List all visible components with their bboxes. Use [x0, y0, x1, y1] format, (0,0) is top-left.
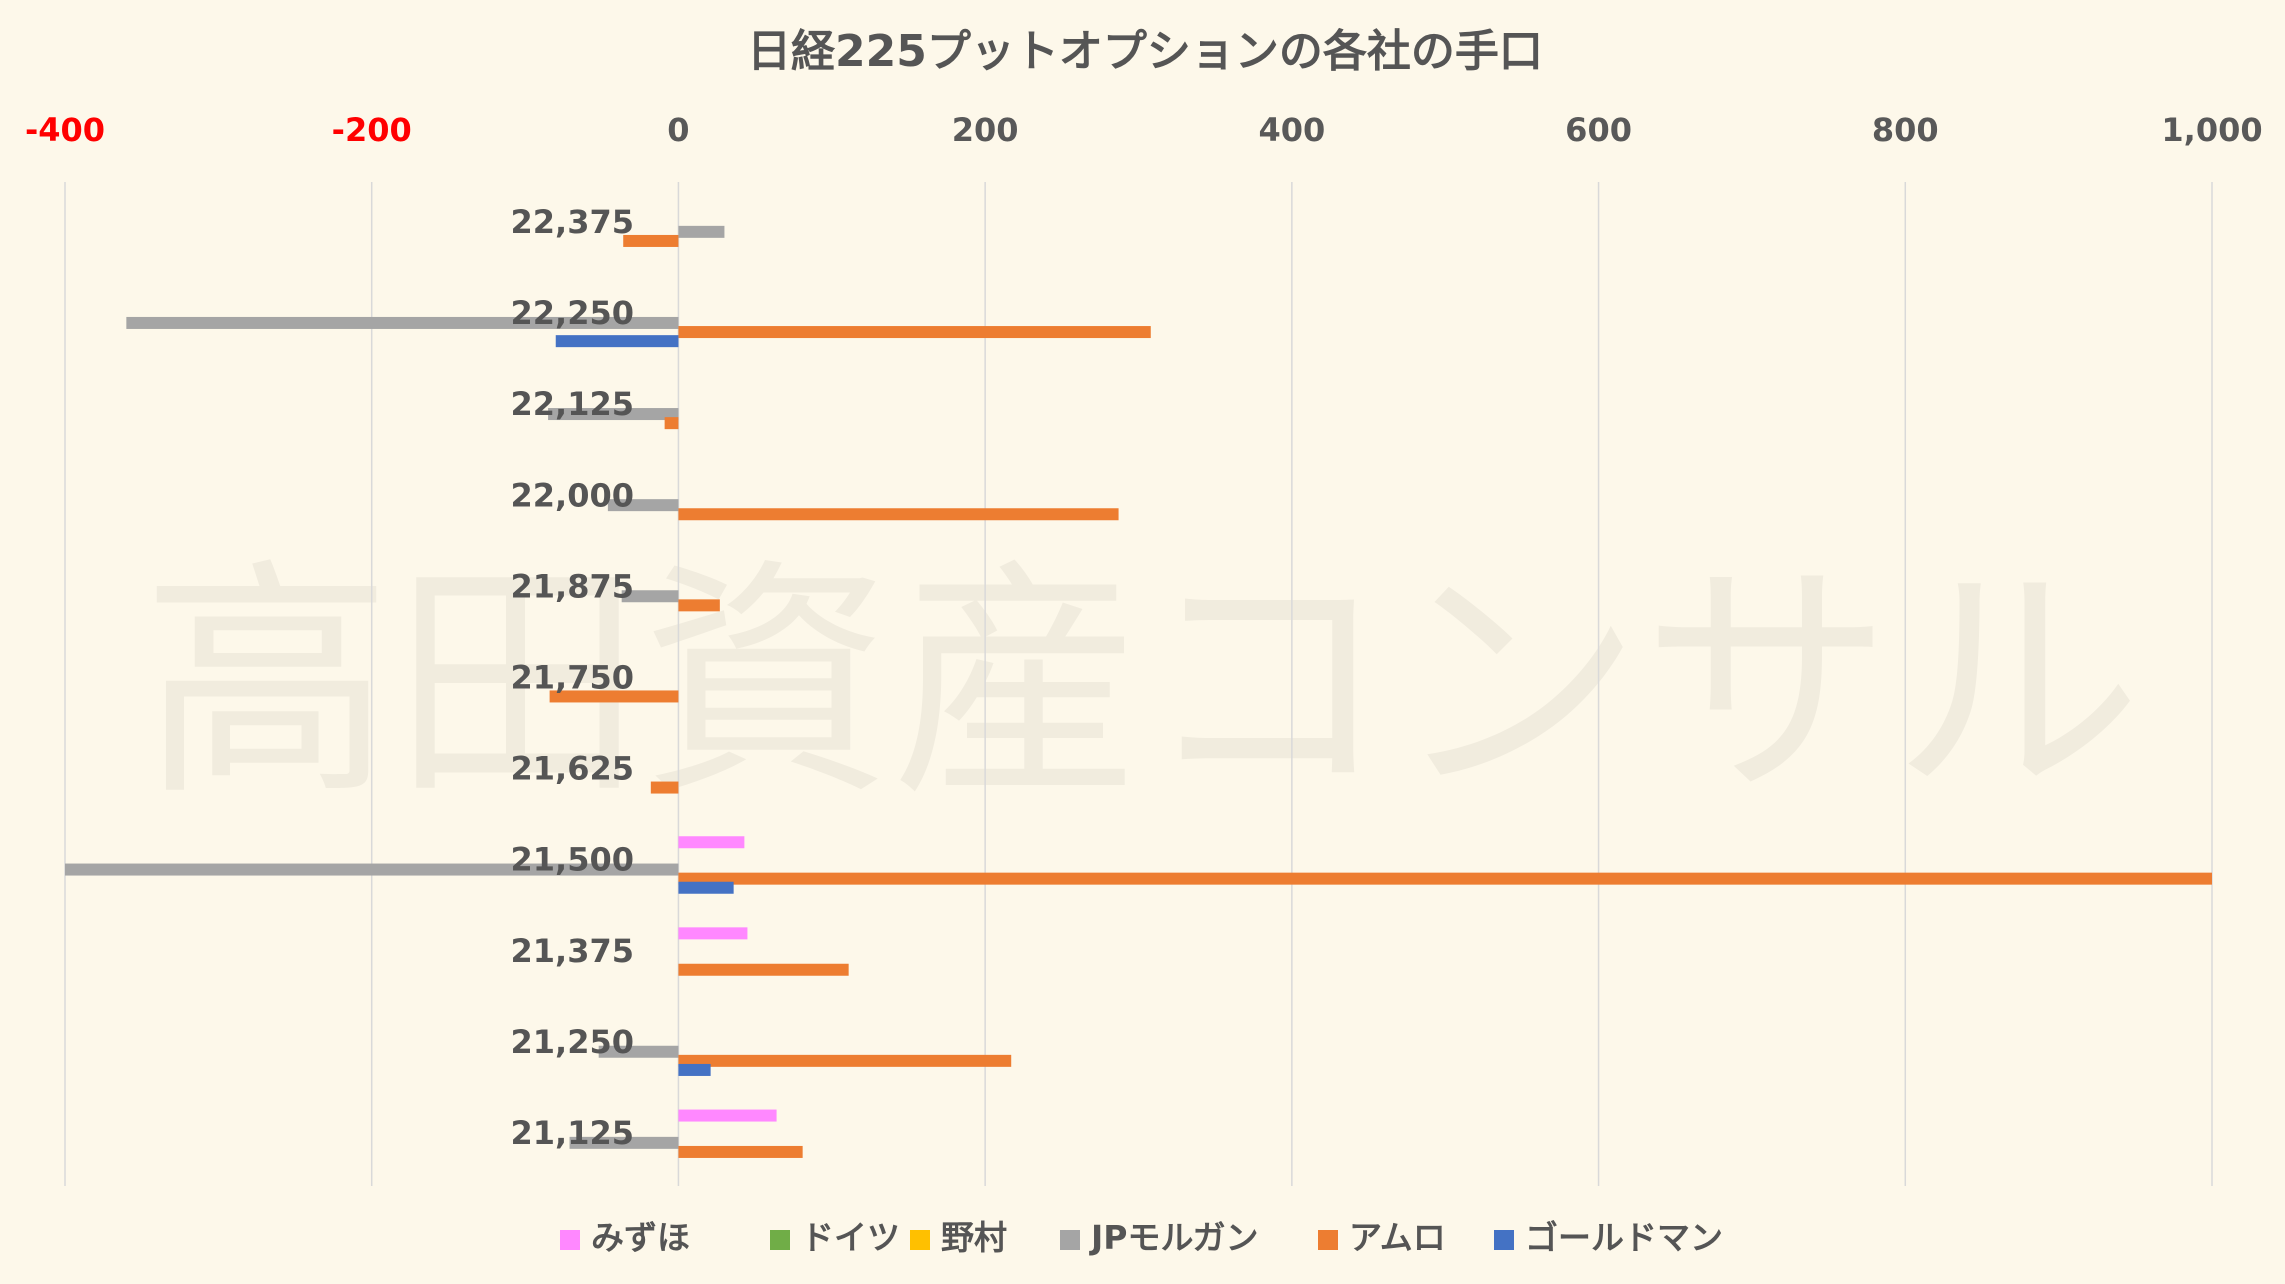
bar [623, 234, 679, 247]
bar [621, 590, 679, 603]
bar [678, 881, 734, 894]
legend-swatch [560, 1230, 580, 1250]
bar [555, 335, 679, 348]
category-label: 21,875 [511, 567, 634, 605]
bar [678, 872, 2212, 885]
bar [126, 316, 679, 329]
legend-entry: ドイツ [801, 1218, 900, 1257]
bar [664, 417, 679, 430]
bar [678, 963, 849, 976]
x-tick-label: -200 [332, 111, 412, 149]
legend-swatch [910, 1230, 930, 1250]
legend-swatch [770, 1230, 790, 1250]
bar [678, 508, 1119, 521]
bar [678, 326, 1151, 339]
bar [650, 781, 679, 794]
x-tick-label: 0 [667, 111, 689, 149]
x-tick-label: 600 [1565, 111, 1632, 149]
bar [569, 1136, 679, 1149]
bar [678, 927, 748, 940]
category-label: 22,375 [511, 203, 634, 241]
bar [598, 1045, 679, 1058]
category-labels: 22,375 22,250 22,125 22,000 21,875 21,750 21,6… [511, 203, 634, 1152]
x-axis-tick-labels: -400 -200 0 200 400 600 800 1,000 [25, 111, 2263, 149]
bar [678, 1054, 1012, 1067]
gridlines [64, 182, 2213, 1186]
bar [678, 225, 725, 238]
legend-entry: みずほ [591, 1218, 690, 1257]
bar [607, 499, 679, 512]
bar [678, 1109, 777, 1122]
x-tick-label: 400 [1258, 111, 1325, 149]
legend-swatch [1494, 1230, 1514, 1250]
bar [678, 1145, 803, 1158]
legend-swatch [1318, 1230, 1338, 1250]
legend-entry: アムロ [1349, 1218, 1446, 1257]
category-label: 22,000 [511, 476, 634, 514]
bar [678, 599, 720, 612]
category-label: 22,250 [511, 294, 634, 332]
x-tick-label: 1,000 [2161, 111, 2262, 149]
legend-entry: JPモルガン [1089, 1218, 1258, 1257]
legend-entry: ゴールドマン [1525, 1218, 1723, 1257]
bar [65, 863, 679, 876]
watermark: 高田資産コンサル [142, 538, 2142, 829]
x-tick-label: -400 [25, 111, 105, 149]
x-tick-label: 200 [952, 111, 1019, 149]
category-label: 21,500 [511, 841, 634, 879]
category-label: 21,750 [511, 659, 634, 697]
category-label: 21,125 [511, 1114, 634, 1152]
category-label: 21,375 [511, 932, 634, 970]
legend: みずほ ドイツ 野村 JPモルガン アムロ ゴールドマン [560, 1218, 1723, 1257]
legend-entry: 野村 [941, 1218, 1007, 1257]
bar [678, 1063, 711, 1076]
bars [65, 225, 2212, 1158]
category-label: 21,625 [511, 750, 634, 788]
legend-swatch [1060, 1230, 1080, 1250]
bar [548, 408, 679, 421]
bar [549, 690, 679, 703]
category-label: 22,125 [511, 385, 634, 423]
chart-title: 日経225プットオプションの各社の手口 [747, 26, 1543, 77]
bar [678, 836, 745, 849]
category-label: 21,250 [511, 1023, 634, 1061]
x-tick-label: 800 [1872, 111, 1939, 149]
